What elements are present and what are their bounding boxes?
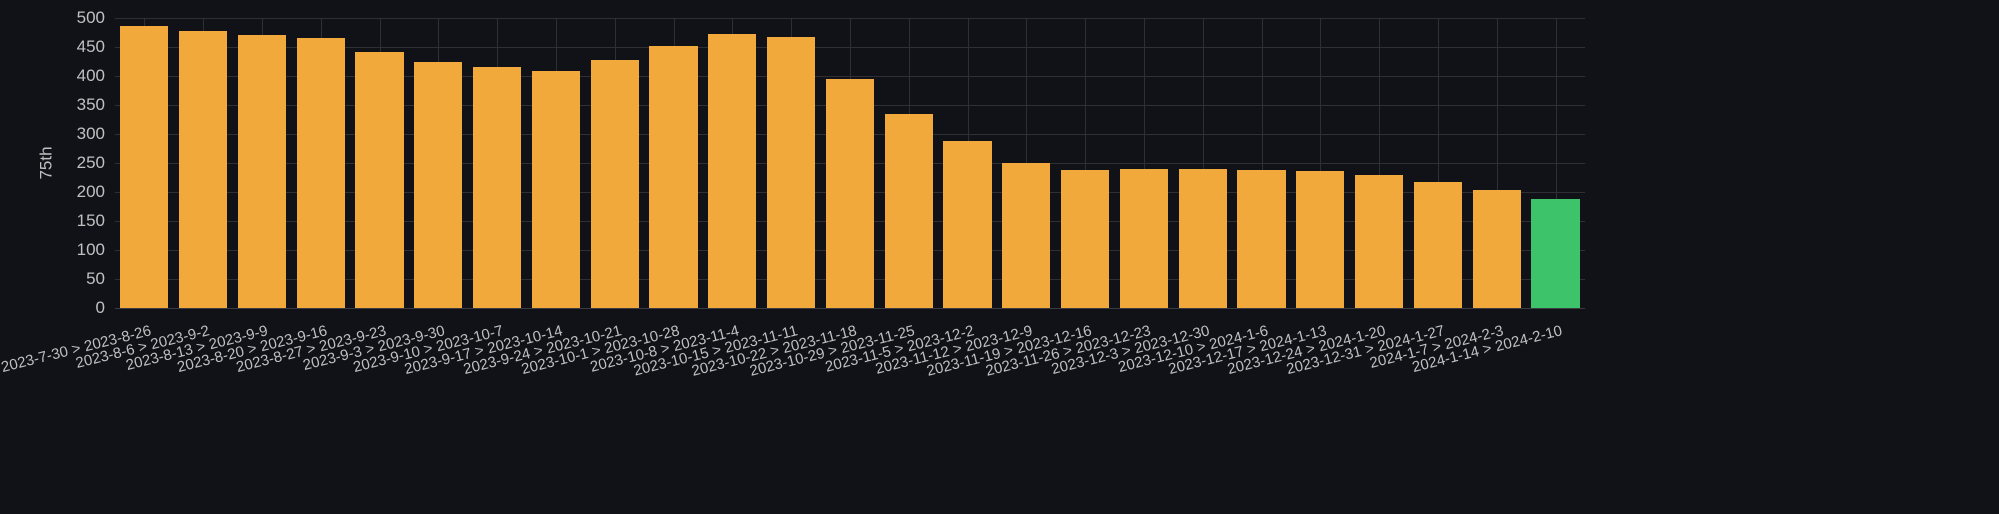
bar[interactable] <box>1179 169 1227 308</box>
bar[interactable] <box>826 79 874 308</box>
y-tick-label: 200 <box>60 182 105 202</box>
bar[interactable] <box>591 60 639 308</box>
plot-area <box>115 18 1585 308</box>
bar[interactable] <box>1531 199 1579 308</box>
grid-horizontal <box>115 308 1585 309</box>
bar[interactable] <box>649 46 697 308</box>
bars-layer <box>115 18 1585 308</box>
y-tick-label: 0 <box>60 298 105 318</box>
bar[interactable] <box>1237 170 1285 308</box>
y-tick-label: 50 <box>60 269 105 289</box>
bar[interactable] <box>179 31 227 308</box>
bar[interactable] <box>1473 190 1521 308</box>
bar[interactable] <box>238 35 286 308</box>
bar[interactable] <box>473 67 521 308</box>
y-tick-label: 250 <box>60 153 105 173</box>
bar[interactable] <box>1061 170 1109 308</box>
y-tick-label: 300 <box>60 124 105 144</box>
bar[interactable] <box>1002 163 1050 308</box>
bar[interactable] <box>1120 169 1168 308</box>
y-tick-label: 350 <box>60 95 105 115</box>
chart-panel: 75th 050100150200250300350400450500 2023… <box>0 0 1999 514</box>
bar[interactable] <box>708 34 756 308</box>
y-tick-label: 400 <box>60 66 105 86</box>
bar[interactable] <box>120 26 168 308</box>
bar[interactable] <box>532 71 580 308</box>
bar[interactable] <box>943 141 991 308</box>
bar[interactable] <box>414 62 462 309</box>
bar[interactable] <box>1296 171 1344 308</box>
bar[interactable] <box>885 114 933 308</box>
y-tick-label: 100 <box>60 240 105 260</box>
y-tick-label: 500 <box>60 8 105 28</box>
y-tick-label: 150 <box>60 211 105 231</box>
bar[interactable] <box>297 38 345 308</box>
y-axis-title: 75th <box>37 146 57 179</box>
bar[interactable] <box>1414 182 1462 308</box>
bar[interactable] <box>767 37 815 308</box>
bar[interactable] <box>355 52 403 308</box>
bar[interactable] <box>1355 175 1403 308</box>
y-tick-label: 450 <box>60 37 105 57</box>
